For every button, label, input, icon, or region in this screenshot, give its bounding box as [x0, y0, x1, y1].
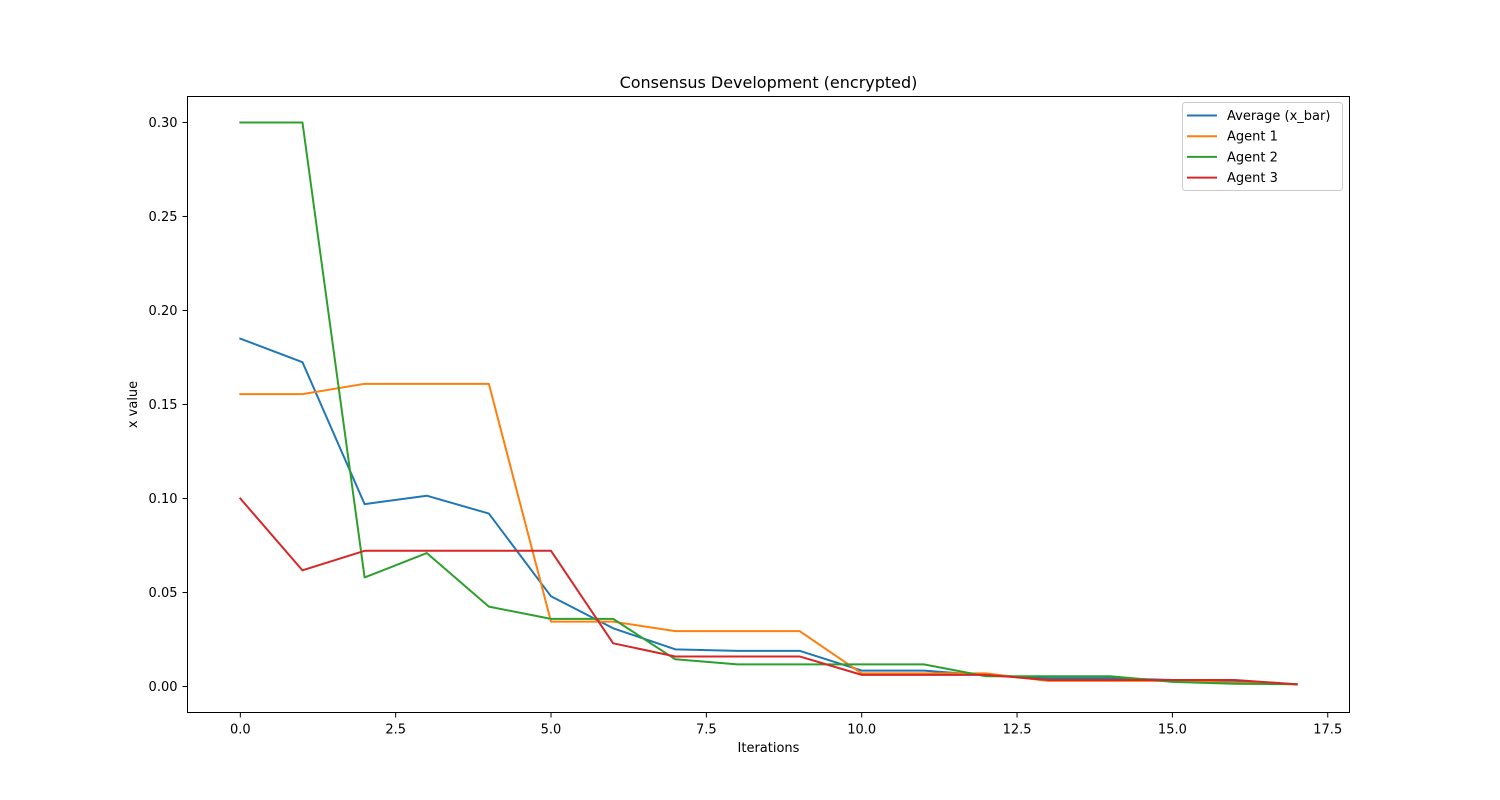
legend-box	[1182, 102, 1343, 191]
x-tick-label: 2.5	[385, 723, 406, 738]
series-line-3	[239, 121, 1298, 686]
legend: Average (x_bar) Agent 1 Agent 2 Agent 3	[1182, 102, 1343, 191]
x-tick-label: 7.5	[696, 723, 717, 738]
x-tick-label: 10.0	[847, 723, 876, 738]
legend-label-4: Agent 3	[1227, 171, 1278, 186]
legend-label-2: Agent 1	[1227, 130, 1278, 145]
series-layer	[238, 121, 1298, 686]
y-tick-label: 0.05	[149, 586, 178, 601]
chart-title: Consensus Development (encrypted)	[620, 73, 918, 92]
x-tick-label: 15.0	[1158, 723, 1187, 738]
x-tick-label: 12.5	[1003, 723, 1032, 738]
legend-label-3: Agent 2	[1227, 150, 1278, 165]
x-tick-label: 0.0	[230, 723, 251, 738]
series-line-1	[239, 337, 1298, 686]
y-tick-label: 0.15	[149, 398, 178, 413]
y-axis: 0.00 0.05 0.10 0.15 0.20 0.25 0.30	[149, 116, 188, 695]
legend-label-1: Average (x_bar)	[1227, 109, 1330, 124]
y-axis-title: x value	[126, 381, 141, 428]
y-tick-label: 0.30	[149, 116, 178, 131]
x-tick-label: 17.5	[1313, 723, 1342, 738]
x-tick-label: 5.0	[541, 723, 562, 738]
y-tick-label: 0.00	[149, 680, 178, 695]
series-line-4	[238, 497, 1298, 686]
y-tick-label: 0.20	[149, 304, 178, 319]
x-axis: 0.0 2.5 5.0 7.5 10.0 12.5 15.0 17.5	[230, 712, 1342, 738]
y-tick-label: 0.25	[149, 210, 178, 225]
y-tick-label: 0.10	[149, 492, 178, 507]
x-axis-title: Iterations	[738, 741, 800, 756]
